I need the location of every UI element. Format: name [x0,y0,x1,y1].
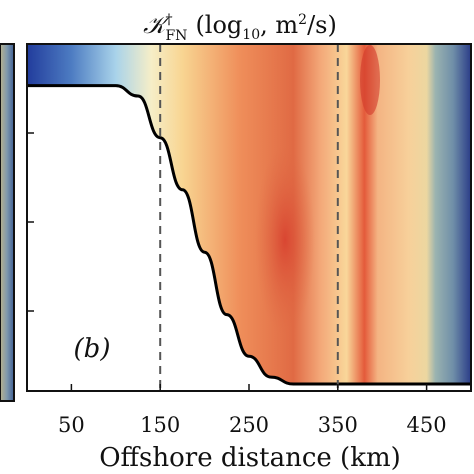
x-tick-label: 250 [229,413,269,437]
panel-label: (b) [74,334,111,364]
chart-title: 𝒦† FN (log10, m2/s) [143,11,337,44]
x-tick-label: 150 [140,413,180,437]
dashed-lines [159,44,339,391]
heatmap-core [255,145,315,335]
adjacent-panel-frame [0,43,15,402]
x-axis-label: Offshore distance (km) [99,443,401,473]
topography-fill [27,85,471,391]
adjacent-panel-sliver [0,44,14,401]
x-axis-ticks: 50 150 250 350 450 [58,384,447,437]
heatmap-core-top [360,45,380,115]
x-tick-label: 50 [58,413,85,437]
plot-area [27,44,471,391]
x-tick-label: 450 [407,413,447,437]
x-tick-label: 350 [318,413,358,437]
topography-line [27,84,471,386]
